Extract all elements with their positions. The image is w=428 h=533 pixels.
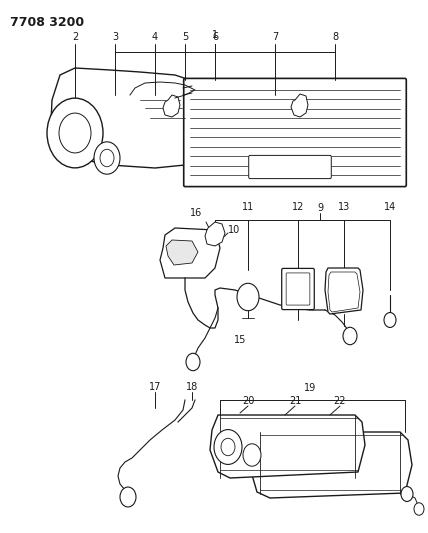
Text: 16: 16 — [190, 208, 202, 218]
Text: 14: 14 — [384, 202, 396, 212]
Polygon shape — [160, 228, 220, 278]
Text: 6: 6 — [212, 32, 218, 42]
Polygon shape — [210, 415, 365, 478]
Circle shape — [221, 438, 235, 456]
Circle shape — [47, 98, 103, 168]
Text: 8: 8 — [332, 32, 338, 42]
Circle shape — [384, 312, 396, 327]
FancyBboxPatch shape — [286, 273, 310, 305]
Circle shape — [120, 487, 136, 507]
Text: 19: 19 — [304, 383, 316, 393]
Polygon shape — [50, 68, 190, 168]
Text: 21: 21 — [289, 396, 301, 406]
Text: 3: 3 — [112, 32, 118, 42]
Text: 1: 1 — [212, 30, 218, 40]
Circle shape — [100, 149, 114, 167]
Circle shape — [59, 113, 91, 153]
Text: 4: 4 — [152, 32, 158, 42]
Polygon shape — [325, 268, 363, 314]
Circle shape — [237, 284, 259, 311]
Circle shape — [401, 487, 413, 502]
FancyBboxPatch shape — [249, 156, 331, 179]
Polygon shape — [328, 272, 360, 312]
Circle shape — [214, 430, 242, 464]
Text: 7708 3200: 7708 3200 — [10, 16, 84, 29]
Polygon shape — [163, 95, 180, 117]
Circle shape — [243, 444, 261, 466]
Text: 22: 22 — [334, 396, 346, 406]
Text: 11: 11 — [242, 202, 254, 212]
Circle shape — [414, 503, 424, 515]
Text: 20: 20 — [242, 396, 254, 406]
FancyBboxPatch shape — [184, 78, 406, 187]
Text: 18: 18 — [186, 382, 198, 392]
Polygon shape — [166, 240, 198, 265]
Text: 17: 17 — [149, 382, 161, 392]
Text: 13: 13 — [338, 202, 350, 212]
Circle shape — [94, 142, 120, 174]
Text: 9: 9 — [317, 203, 323, 213]
Text: 12: 12 — [292, 202, 304, 212]
Circle shape — [343, 327, 357, 345]
FancyBboxPatch shape — [282, 269, 314, 310]
Polygon shape — [250, 432, 412, 498]
Text: 10: 10 — [228, 225, 240, 235]
Polygon shape — [291, 94, 308, 117]
Circle shape — [186, 353, 200, 371]
Text: 2: 2 — [72, 32, 78, 42]
Text: 15: 15 — [234, 335, 246, 345]
Polygon shape — [205, 222, 225, 246]
Text: 7: 7 — [272, 32, 278, 42]
Text: 5: 5 — [182, 32, 188, 42]
